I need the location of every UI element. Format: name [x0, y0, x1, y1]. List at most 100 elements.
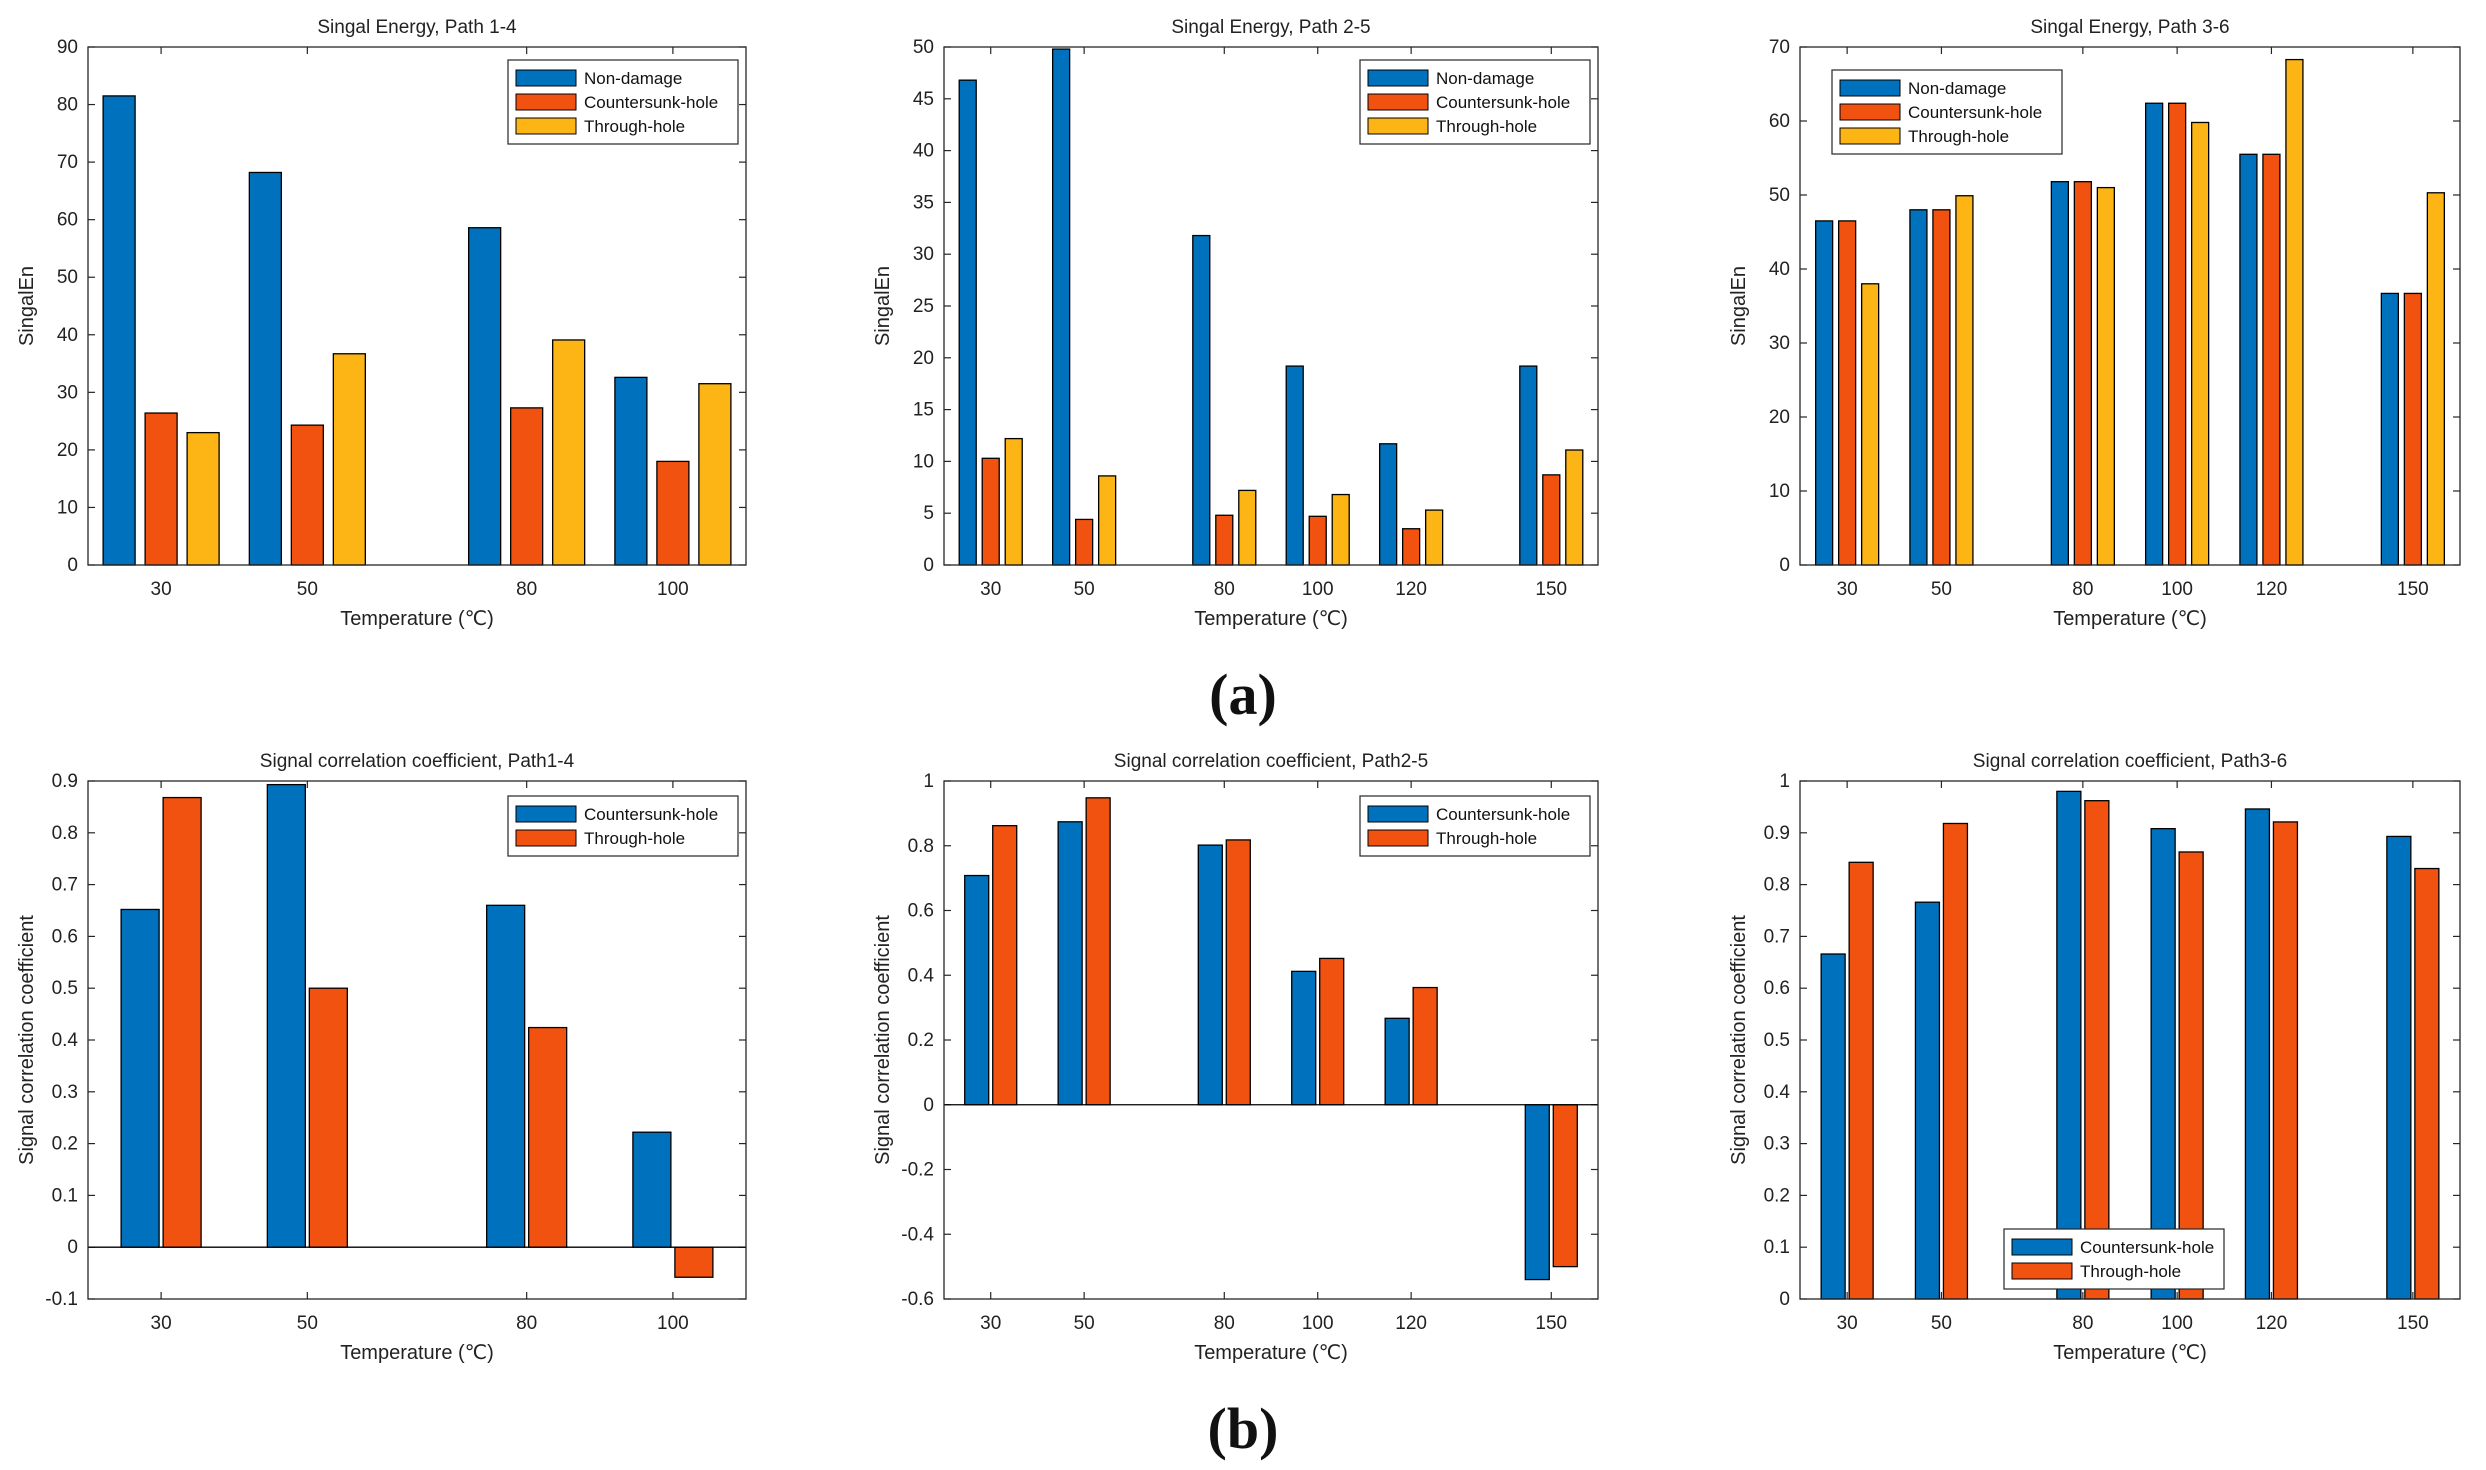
y-tick-label: 30 — [57, 382, 78, 403]
chart-correlation-path-1-4: Signal correlation coefficient, Path1-4 -… — [16, 751, 747, 1364]
legend: Non-damage Countersunk-hole Through-hole — [1359, 59, 1591, 145]
legend-label-through-hole: Through-hole — [1908, 127, 2009, 146]
bar-non-damage-80 — [468, 227, 502, 566]
y-tick-label: 0.6 — [1764, 978, 1790, 999]
legend-swatch-through-hole — [1367, 117, 1429, 135]
y-tick-label: 5 — [923, 503, 934, 524]
x-tick-label: 120 — [1395, 579, 1427, 600]
y-tick-label: 10 — [913, 451, 934, 472]
legend-swatch-through-hole — [1839, 127, 1901, 145]
legend: Countersunk-hole Through-hole — [2003, 1228, 2225, 1290]
y-tick-label: 70 — [1769, 37, 1790, 58]
panel-label-b: (b) — [1208, 1396, 1279, 1461]
y-tick-label: 20 — [913, 348, 934, 369]
y-axis-label: Signal correlation coefficient — [1728, 915, 1750, 1165]
bar-through-hole-120 — [2285, 58, 2304, 566]
bar-through-hole-50 — [1942, 822, 1969, 1300]
y-tick-label: 30 — [1769, 333, 1790, 354]
bar-non-damage-120 — [2239, 153, 2258, 566]
bar-countersunk-hole-150 — [2386, 835, 2412, 1300]
y-tick-label: 0.8 — [52, 823, 78, 844]
y-tick-label: 40 — [1769, 259, 1790, 280]
legend: Non-damage Countersunk-hole Through-hole — [1831, 69, 2063, 155]
y-tick-label: 0.3 — [52, 1082, 78, 1103]
bar-through-hole-30 — [1860, 283, 1880, 566]
x-tick-label: 120 — [2256, 579, 2288, 600]
bar-through-hole-80 — [528, 1026, 568, 1248]
bar-countersunk-hole-30 — [964, 874, 990, 1106]
y-tick-label: 35 — [913, 192, 934, 213]
y-tick-label: 25 — [913, 296, 934, 317]
bar-through-hole-120 — [2272, 821, 2299, 1300]
legend-label-through-hole: Through-hole — [584, 117, 685, 136]
bar-countersunk-hole-120 — [1384, 1017, 1410, 1106]
bar-non-damage-30 — [958, 79, 977, 566]
legend-swatch-countersunk-hole — [515, 805, 577, 823]
bar-countersunk-hole-80 — [486, 904, 526, 1248]
legend: Countersunk-hole Through-hole — [507, 795, 739, 857]
x-tick-label: 150 — [1535, 579, 1567, 600]
x-axis-label: Temperature (℃) — [1194, 608, 1348, 630]
bar-countersunk-hole-50 — [1932, 209, 1951, 566]
y-tick-label: 0.2 — [52, 1134, 78, 1155]
y-tick-label: 20 — [1769, 407, 1790, 428]
bar-non-damage-100 — [614, 376, 648, 566]
bar-countersunk-hole-50 — [290, 424, 324, 566]
legend-swatch-countersunk-hole — [2011, 1238, 2073, 1256]
bar-non-damage-80 — [1192, 234, 1211, 566]
x-tick-label: 30 — [151, 579, 172, 600]
y-tick-label: 60 — [1769, 111, 1790, 132]
x-tick-label: 100 — [2161, 579, 2193, 600]
y-tick-label: 10 — [57, 497, 78, 518]
y-tick-label: 0.8 — [1764, 875, 1790, 896]
y-tick-label: 0.1 — [1764, 1237, 1790, 1258]
axes-box — [87, 780, 747, 1300]
bar-through-hole-50 — [1085, 797, 1111, 1106]
legend-swatch-countersunk-hole — [515, 93, 577, 111]
axes-box — [943, 780, 1599, 1300]
bar-countersunk-hole-50 — [266, 783, 306, 1248]
axes-box — [1799, 46, 2461, 566]
y-tick-label: 0 — [923, 555, 934, 576]
y-tick-label: 50 — [57, 267, 78, 288]
x-tick-label: 150 — [2397, 1313, 2429, 1334]
bar-non-damage-50 — [1909, 209, 1928, 566]
chart-signal-energy-path-1-4: Singal Energy, Path 1-4 0 10 20 30 40 50 60 70 80… — [16, 17, 747, 630]
y-tick-label: 0.5 — [52, 978, 78, 999]
bar-through-hole-50 — [308, 987, 348, 1248]
legend-label-countersunk-hole: Countersunk-hole — [2080, 1238, 2214, 1257]
y-tick-label: 0 — [67, 555, 78, 576]
y-tick-label: 60 — [57, 210, 78, 231]
y-tick-label: -0.1 — [45, 1289, 78, 1310]
chart-correlation-path-3-6: Signal correlation coefficient, Path3-6 0… — [1728, 751, 2461, 1364]
legend-swatch-through-hole — [2011, 1262, 2073, 1280]
y-tick-label: 0.7 — [1764, 926, 1790, 947]
bar-countersunk-hole-30 — [1820, 953, 1846, 1300]
axes-box — [943, 46, 1599, 566]
y-tick-label: 0.7 — [52, 875, 78, 896]
bar-countersunk-hole-100 — [656, 460, 690, 566]
y-tick-label: 0.4 — [1764, 1082, 1791, 1103]
y-axis-label: SingalEn — [1728, 266, 1750, 346]
x-axis-label: Temperature (℃) — [1194, 1342, 1348, 1364]
y-tick-label: 50 — [913, 37, 934, 58]
y-tick-label: 0.2 — [908, 1030, 934, 1051]
x-tick-label: 100 — [657, 1313, 689, 1334]
y-tick-label: 15 — [913, 400, 934, 421]
x-tick-label: 150 — [2397, 579, 2429, 600]
y-tick-label: 1 — [1779, 771, 1790, 792]
legend-label-through-hole: Through-hole — [584, 829, 685, 848]
chart-title: Singal Energy, Path 3-6 — [2030, 17, 2229, 38]
legend-swatch-non-damage — [515, 69, 577, 87]
x-tick-label: 120 — [1395, 1313, 1427, 1334]
y-tick-label: 0 — [1779, 555, 1790, 576]
bar-countersunk-hole-120 — [2262, 153, 2281, 566]
bar-countersunk-hole-80 — [2056, 790, 2082, 1300]
bar-non-damage-80 — [2050, 181, 2070, 566]
bar-countersunk-hole-80 — [2073, 181, 2093, 566]
y-tick-label: 0.4 — [908, 965, 935, 986]
bar-countersunk-hole-120 — [2244, 808, 2271, 1300]
y-tick-label: -0.2 — [901, 1160, 934, 1181]
chart-title: Singal Energy, Path 2-5 — [1171, 17, 1370, 38]
bar-countersunk-hole-80 — [1215, 514, 1234, 566]
